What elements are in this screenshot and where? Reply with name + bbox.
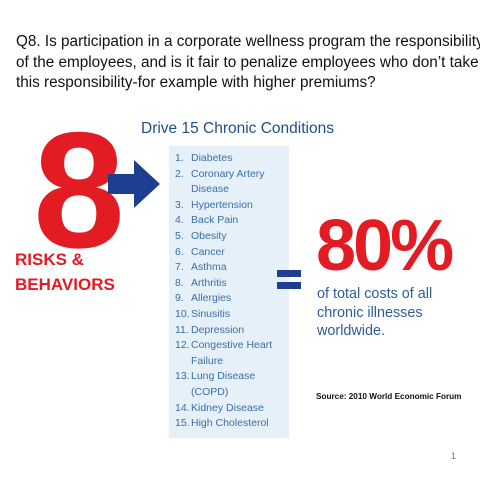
condition-item: 9. Allergies [175,291,291,307]
condition-item: 13. Lung Disease [175,369,291,385]
condition-number: 7. [175,261,184,274]
condition-name: Coronary Artery [191,167,265,180]
condition-name: Kidney Disease [191,401,264,414]
condition-name: Asthma [191,261,227,274]
condition-name: (COPD) [191,385,229,398]
question-line: Q8. Is participation in a corporate well… [16,33,480,50]
condition-item: 7. Asthma [175,260,291,276]
conditions-list: 1. Diabetes 2. Coronary Artery Disease 3. Hype… [175,151,291,432]
risks-line: BEHAVIORS [15,275,115,294]
condition-name: Disease [191,183,229,196]
condition-name: Obesity [191,229,227,242]
condition-number [175,182,191,198]
condition-number: 11. [175,323,189,336]
condition-number: 6. [175,245,184,258]
condition-name: Sinusitis [191,307,231,320]
condition-item: 5. Obesity [175,229,291,245]
condition-number: 13. [175,370,190,383]
risks-behaviors-label: RISKS & BEHAVIORS [15,247,115,297]
condition-item: 11. Depression [175,323,291,339]
equals-sign-icon [277,270,301,289]
conditions-box [169,146,289,438]
condition-name: Allergies [191,292,232,305]
condition-number: 12. [175,339,190,352]
condition-name: Hypertension [191,198,253,211]
condition-item: 2. Coronary Artery [175,167,291,183]
risks-line: RISKS & [15,250,84,269]
percentage-desc-line: worldwide. [317,323,385,339]
condition-item: 15. High Cholesterol [175,416,291,432]
condition-number [175,354,191,370]
condition-item: 3. Hypertension [175,198,291,214]
percentage-description: of total costs of all chronic illnesses … [317,285,432,341]
condition-item: 8. Arthritis [175,276,291,292]
conditions-title: Drive 15 Chronic Conditions [141,120,334,137]
condition-item: 10. Sinusitis [175,307,291,323]
condition-name: Cancer [191,245,225,258]
condition-name: Lung Disease [191,370,256,383]
condition-number: 2. [175,167,184,180]
page-number: 1 [451,451,457,461]
percentage-desc-line: of total costs of all [317,286,433,302]
condition-item: 12. Congestive Heart [175,338,291,354]
source-citation: Source: 2010 World Economic Forum [316,392,462,401]
right-arrow-icon [108,160,160,208]
condition-number [175,385,191,401]
question-text: Q8. Is participation in a corporate well… [16,32,480,94]
condition-number: 10. [175,307,190,320]
percentage-desc-line: chronic illnesses [317,304,423,321]
condition-item: 1. Diabetes [175,151,291,167]
condition-number: 3. [175,198,184,211]
condition-item: (COPD) [175,385,291,401]
question-line: this responsibility-for example with hig… [16,74,376,91]
condition-item: Failure [175,354,291,370]
condition-number: 1. [175,152,184,164]
condition-number: 15. [175,417,190,430]
condition-number: 5. [175,229,184,242]
percentage-value: 80% [316,206,454,286]
condition-number: 4. [175,214,184,227]
question-line: of the employees, and is it fair to pena… [16,53,479,71]
condition-name: Arthritis [191,276,227,289]
condition-name: Failure [191,354,224,367]
condition-name: High Cholesterol [191,417,269,430]
condition-name: Congestive Heart [191,339,273,352]
condition-item: Disease [175,182,291,198]
condition-number: 14. [175,401,190,414]
condition-name: Diabetes [191,152,233,164]
condition-item: 6. Cancer [175,245,291,261]
condition-number: 8. [175,276,184,289]
condition-name: Depression [191,323,245,336]
condition-name: Back Pain [191,214,239,227]
condition-number: 9. [175,292,184,305]
condition-item: 4. Back Pain [175,213,291,229]
condition-item: 14. Kidney Disease [175,401,291,417]
